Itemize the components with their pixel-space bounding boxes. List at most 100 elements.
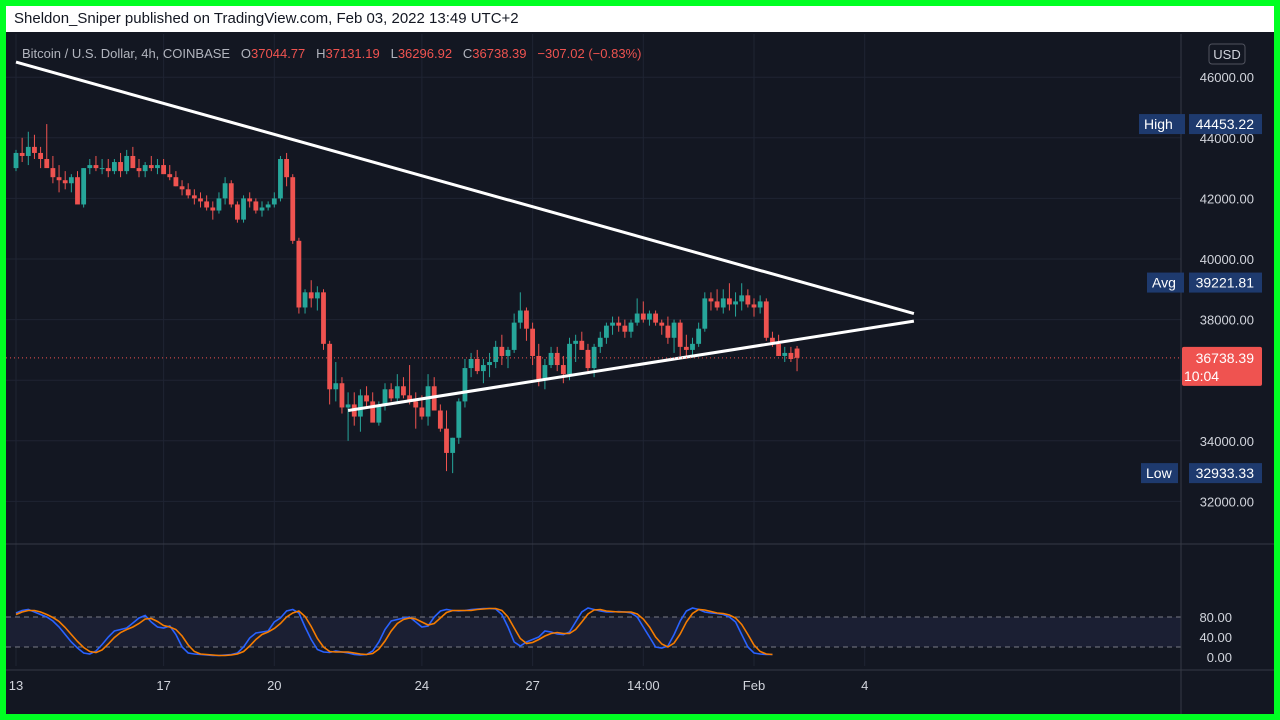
candle-body — [634, 313, 640, 323]
candle-body — [50, 168, 56, 178]
candle-body — [788, 352, 794, 359]
candle-body — [302, 292, 308, 308]
candle-body — [739, 295, 745, 302]
time-tick-label: 17 — [156, 678, 170, 693]
candle-body — [321, 292, 326, 344]
candle-body — [271, 198, 277, 205]
candle-body — [481, 365, 486, 372]
candle-body — [444, 428, 449, 453]
candle-body — [530, 328, 535, 356]
low-tag-value-bg — [1189, 463, 1262, 484]
candle-body — [105, 168, 111, 172]
candle-body — [155, 165, 160, 169]
high-tag-value-bg — [1189, 114, 1262, 135]
candle-body — [185, 189, 191, 196]
candle-body — [419, 407, 425, 417]
candle-body — [81, 168, 87, 205]
candle-body — [370, 401, 376, 423]
price-tick-label: 38000.00 — [1200, 313, 1254, 328]
candle-body — [382, 389, 388, 405]
candle-body — [720, 298, 726, 308]
candle-body — [38, 152, 43, 160]
candle-body — [130, 155, 136, 169]
candle-body — [677, 322, 683, 347]
last-price-tag — [1182, 346, 1262, 386]
avg-tag-label: Avg — [1152, 275, 1176, 291]
candle-body — [776, 343, 781, 356]
candle-body — [665, 325, 671, 338]
candle-body — [407, 395, 412, 402]
candle-body — [560, 365, 566, 375]
price-tick-label: 40000.00 — [1200, 252, 1254, 267]
candle-body — [517, 310, 523, 323]
candle-body — [296, 240, 302, 308]
candle-body — [597, 337, 603, 347]
publisher-text: Sheldon_Sniper published on TradingView.… — [14, 10, 519, 27]
candle-body — [536, 355, 542, 381]
candle-body — [401, 386, 406, 396]
low-tag-label-bg — [1141, 463, 1178, 484]
time-tick-label: 24 — [415, 678, 429, 693]
candle-body — [456, 401, 462, 438]
candle-body — [222, 183, 228, 199]
candle-body — [727, 298, 732, 305]
candle-body — [345, 404, 351, 408]
candle-body — [548, 352, 554, 366]
candle-body — [339, 383, 345, 408]
low-value: 36296.92 — [397, 46, 453, 61]
currency-badge[interactable] — [1208, 43, 1246, 65]
candle-body — [68, 177, 74, 184]
currency-label: USD — [1213, 47, 1240, 62]
candle-body — [616, 322, 622, 326]
candle-body — [179, 186, 185, 190]
candle-body — [653, 313, 658, 323]
candle-body — [511, 322, 517, 350]
candle-body — [62, 180, 68, 184]
candle-body — [314, 292, 320, 299]
candle-body — [579, 340, 585, 350]
candle-body — [683, 346, 689, 350]
time-tick-label: 14:00 — [627, 678, 660, 693]
ascending-trendline[interactable] — [347, 319, 915, 412]
candle-body — [585, 349, 591, 369]
price-tick-label: 42000.00 — [1200, 191, 1254, 206]
candle-body — [468, 358, 474, 369]
change-value: −307.02 (−0.83%) — [537, 46, 642, 61]
candle-body — [388, 389, 394, 399]
candle-body — [124, 155, 130, 172]
candle-body — [93, 165, 99, 169]
candle-body — [554, 352, 560, 366]
close-label: C — [462, 46, 473, 61]
descending-trendline[interactable] — [15, 60, 915, 315]
candle-body — [714, 301, 720, 308]
high-tag-label-bg — [1139, 114, 1185, 135]
candle-body — [358, 395, 363, 417]
high-value: 37131.19 — [325, 46, 380, 61]
candle-body — [763, 301, 769, 338]
chart-frame: Sheldon_Sniper published on TradingView.… — [6, 6, 1274, 714]
candle-body — [462, 368, 468, 402]
candle-body — [567, 343, 572, 375]
price-tick-label: 44000.00 — [1200, 131, 1254, 146]
candle-body — [44, 159, 50, 169]
time-tick-label: 20 — [267, 678, 281, 693]
candle-body — [702, 298, 708, 329]
candle-body — [32, 146, 37, 153]
candle-body — [265, 204, 271, 208]
candle-body — [290, 177, 296, 241]
candle-body — [425, 386, 431, 417]
candle-body — [690, 343, 695, 350]
time-tick-label: Feb — [743, 678, 765, 693]
avg-tag-value: 39221.81 — [1196, 275, 1255, 291]
candle-body — [751, 304, 757, 308]
candle-body — [118, 162, 123, 172]
candle-body — [493, 346, 499, 363]
candle-body — [253, 201, 259, 211]
candle-body — [499, 346, 505, 356]
candle-body — [333, 383, 339, 390]
candle-body — [173, 177, 179, 187]
chart-canvas[interactable]: 46000.00 44000.00 42000.00 40000.00 38000.00… — [6, 6, 1274, 714]
candle-body — [25, 146, 31, 156]
candle-body — [487, 362, 492, 366]
candle-body — [376, 404, 382, 423]
